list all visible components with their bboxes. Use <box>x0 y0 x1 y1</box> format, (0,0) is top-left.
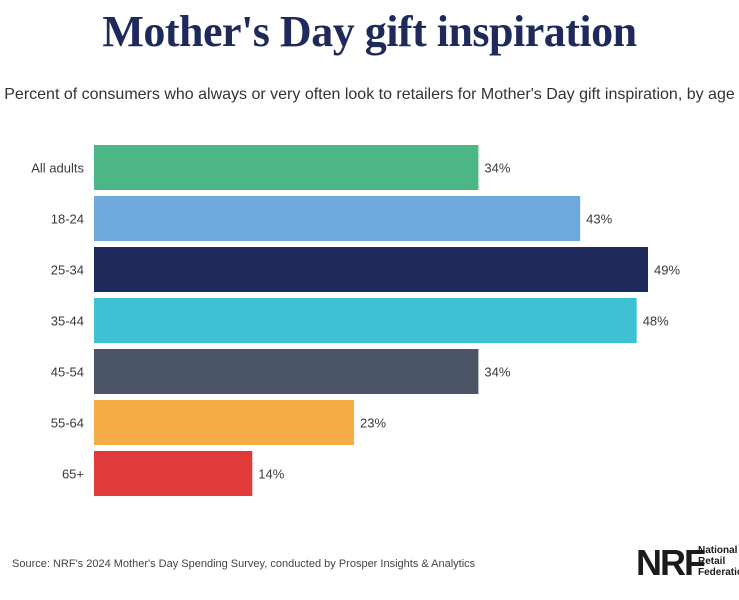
category-label: 45-54 <box>51 365 84 380</box>
value-label: 48% <box>643 314 669 329</box>
value-label: 23% <box>360 416 386 431</box>
category-label: 65+ <box>62 467 84 482</box>
chart-subtitle: Percent of consumers who always or very … <box>4 86 735 103</box>
nrf-logo: NRF National Retail Federation <box>636 542 739 587</box>
category-label: All adults <box>31 161 84 176</box>
chart-title: Mother's Day gift inspiration <box>102 7 637 56</box>
category-label: 55-64 <box>51 416 84 431</box>
bar <box>94 451 253 496</box>
value-label: 34% <box>484 161 510 176</box>
nrf-logo-line: Federation <box>698 567 739 578</box>
nrf-logo-mark: NRF <box>636 542 706 583</box>
nrf-logo-line: Retail <box>698 556 726 567</box>
source-note: Source: NRF's 2024 Mother's Day Spending… <box>12 558 476 570</box>
bar <box>94 145 479 190</box>
value-label: 43% <box>586 212 612 227</box>
value-label: 49% <box>654 263 680 278</box>
bar <box>94 349 479 394</box>
nrf-logo-name: National Retail Federation <box>698 545 739 578</box>
bar <box>94 247 648 292</box>
category-label: 18-24 <box>51 212 84 227</box>
value-label: 14% <box>258 467 284 482</box>
bar <box>94 196 581 241</box>
value-label: 34% <box>484 365 510 380</box>
category-label: 25-34 <box>51 263 84 278</box>
bar-chart: All adults 34% 18-24 43% 25-34 49% 35-44 48% 45-… <box>31 145 680 496</box>
nrf-logo-line: National <box>698 545 738 556</box>
bar <box>94 298 637 343</box>
category-label: 35-44 <box>51 314 84 329</box>
bar <box>94 400 355 445</box>
